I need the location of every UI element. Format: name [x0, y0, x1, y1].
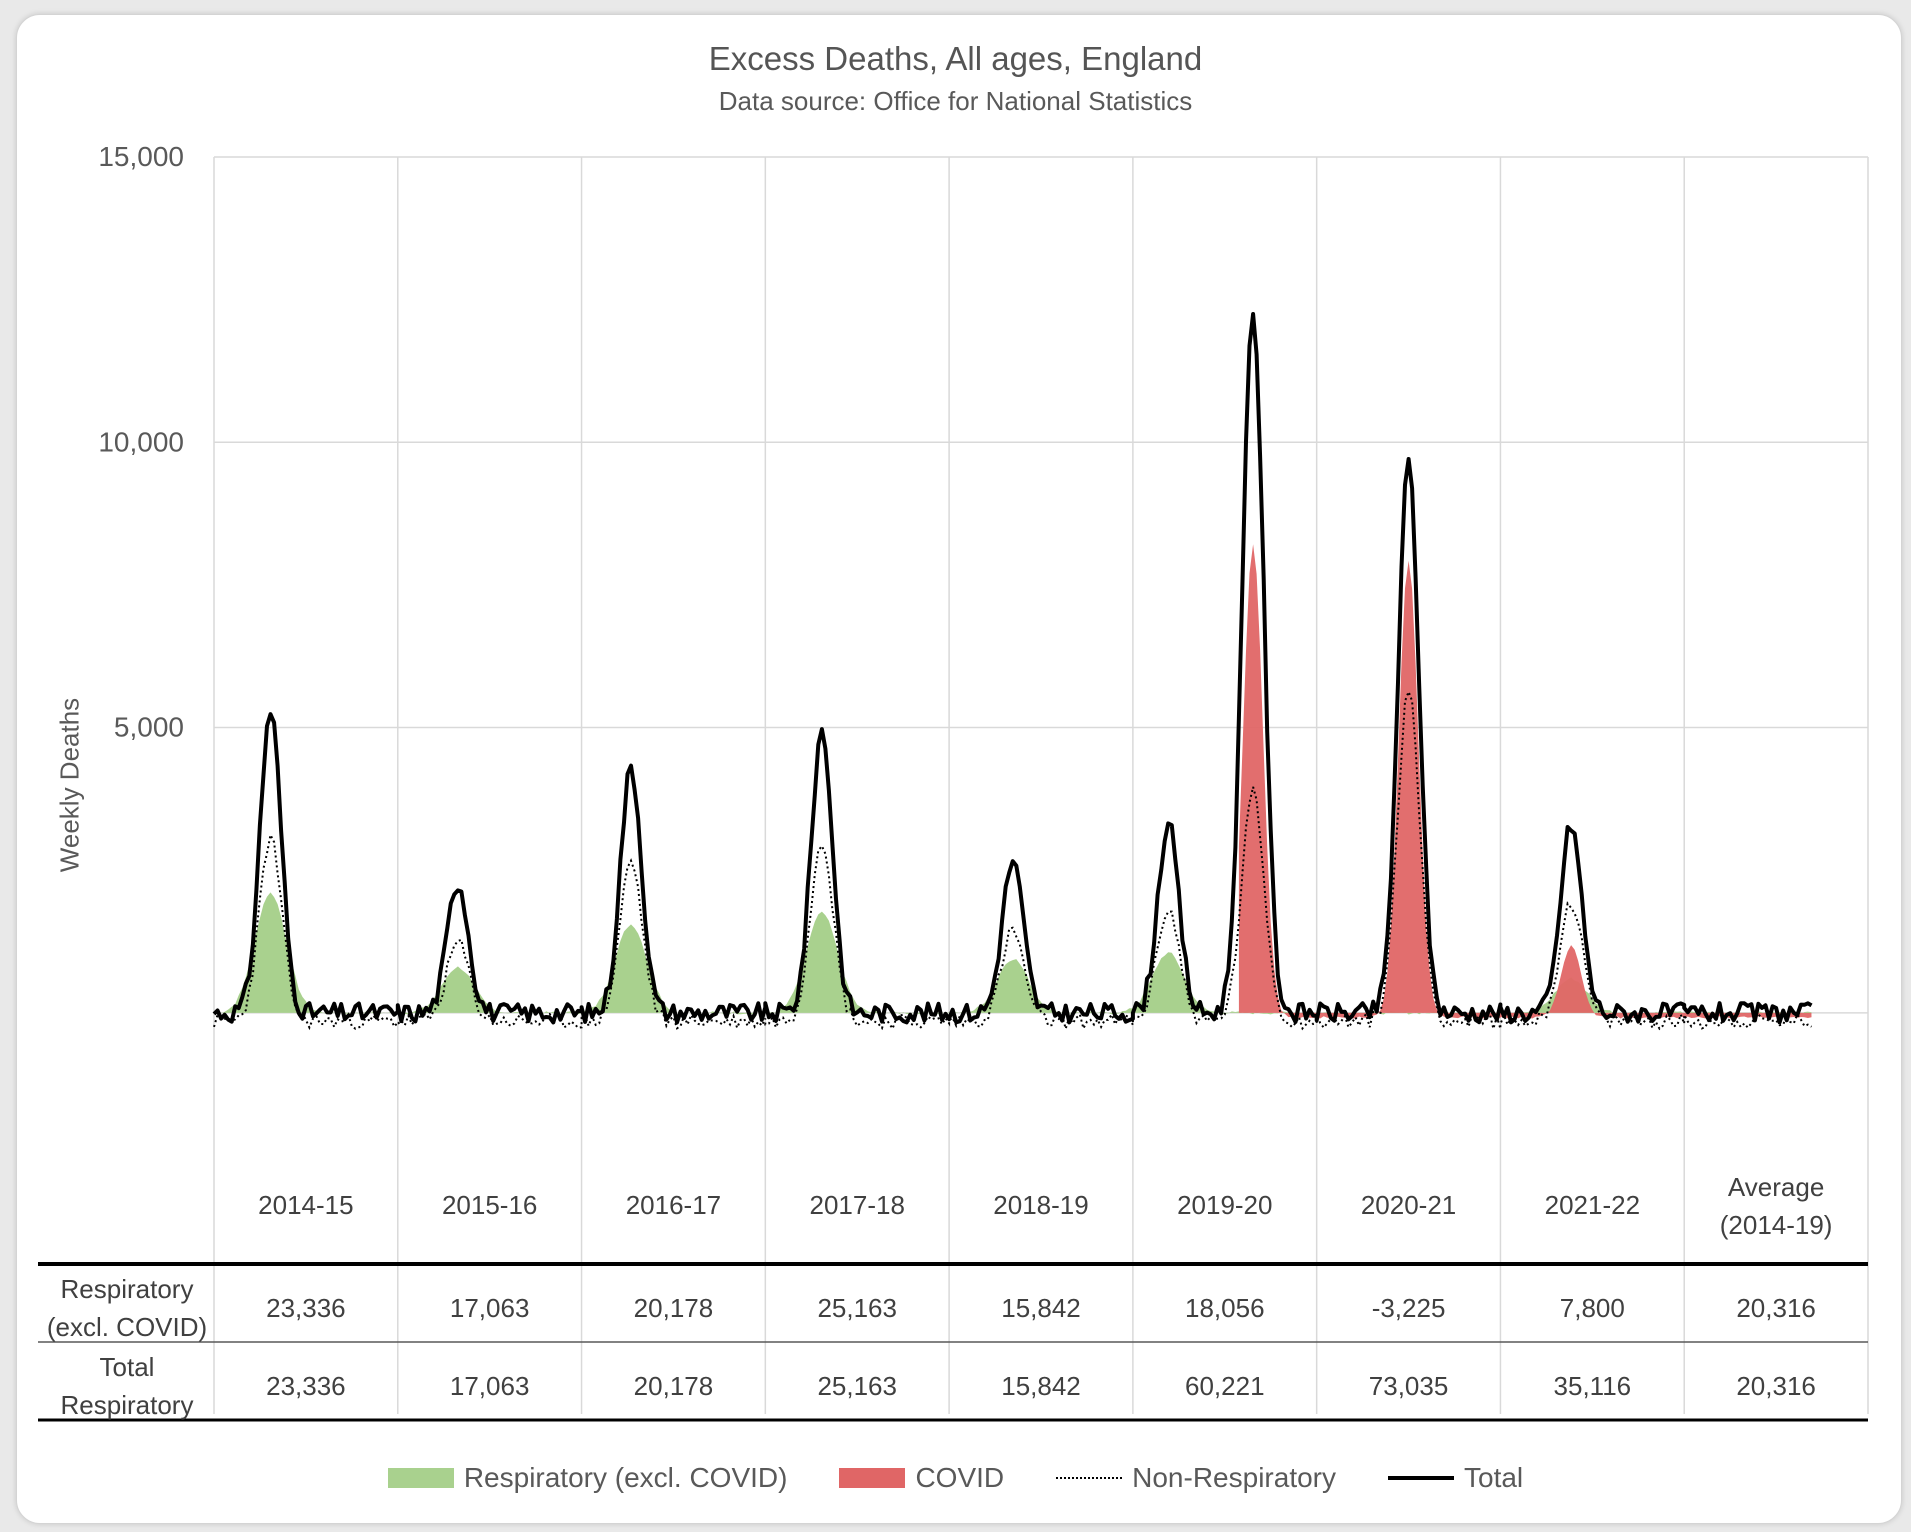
x-category-label-5: 2019-20: [1177, 1190, 1272, 1220]
legend-respiratory-swatch: [387, 1468, 454, 1488]
table-cell-1-7: 35,116: [1554, 1371, 1632, 1401]
legend-total: Total: [1388, 1462, 1523, 1494]
table-cell-1-3: 25,163: [817, 1371, 897, 1401]
table-cell-1-5: 60,221: [1185, 1371, 1265, 1401]
chart-legend: Respiratory (excl. COVID) COVID Non-Resp…: [0, 1462, 1911, 1494]
table-cell-0-4: 15,842: [1001, 1293, 1081, 1323]
series-non-respiratory-line: [213, 689, 1813, 1033]
series-covid-area: [1238, 544, 1812, 1019]
x-category-label-4: 2018-19: [993, 1190, 1088, 1220]
x-category-label-7: 2021-22: [1545, 1190, 1640, 1220]
legend-total-swatch: [1388, 1476, 1454, 1480]
table-cell-0-3: 25,163: [817, 1293, 897, 1323]
legend-non-respiratory-swatch: [1056, 1477, 1123, 1479]
table-cell-1-6: 73,035: [1369, 1371, 1449, 1401]
legend-covid: COVID: [839, 1462, 1004, 1494]
table-cell-1-1: 17,063: [450, 1371, 530, 1401]
legend-total-label: Total: [1464, 1462, 1524, 1493]
table-row-label-1-line1: Total: [100, 1352, 155, 1382]
chart-card: [16, 14, 1902, 1524]
x-category-label-average-line1: Average: [1728, 1172, 1824, 1202]
series-total-line: [212, 312, 1813, 1025]
x-category-label-0: 2014-15: [258, 1190, 353, 1220]
table-row-label-0-line1: Respiratory: [61, 1274, 194, 1304]
x-category-label-average-line2: (2014-19): [1720, 1210, 1833, 1240]
table-cell-0-2: 20,178: [634, 1293, 714, 1323]
table-cell-0-7: 7,800: [1560, 1293, 1625, 1323]
legend-covid-label: COVID: [915, 1462, 1005, 1493]
x-category-label-2: 2016-17: [626, 1190, 721, 1220]
chart-title: Excess Deaths, All ages, England: [708, 40, 1203, 77]
chart-subtitle: Data source: Office for National Statist…: [718, 86, 1193, 116]
table-cell-0-0: 23,336: [266, 1293, 346, 1323]
legend-non-respiratory-label: Non-Respiratory: [1132, 1462, 1336, 1493]
y-tick-label-2: 5,000: [114, 712, 184, 743]
y-tick-label-1: 10,000: [98, 426, 184, 457]
table-row-label-1-line2: Respiratory: [61, 1390, 194, 1420]
table-cell-0-8: 20,316: [1736, 1293, 1816, 1323]
x-category-label-1: 2015-16: [442, 1190, 537, 1220]
table-cell-0-5: 18,056: [1185, 1293, 1265, 1323]
table-row-label-0-line2: (excl. COVID): [47, 1312, 207, 1342]
legend-respiratory: Respiratory (excl. COVID): [387, 1462, 788, 1494]
table-cell-1-4: 15,842: [1001, 1371, 1081, 1401]
y-tick-label-0: 15,000: [98, 141, 184, 172]
series-respiratory-area: [214, 892, 1812, 1015]
legend-respiratory-label: Respiratory (excl. COVID): [463, 1462, 788, 1493]
table-cell-1-0: 23,336: [266, 1371, 346, 1401]
x-category-label-6: 2020-21: [1361, 1190, 1456, 1220]
table-cell-0-6: -3,225: [1372, 1293, 1446, 1323]
legend-non-respiratory: Non-Respiratory: [1056, 1462, 1336, 1494]
table-cell-0-1: 17,063: [450, 1293, 530, 1323]
table-cell-1-2: 20,178: [634, 1371, 714, 1401]
x-category-label-3: 2017-18: [810, 1190, 905, 1220]
legend-covid-swatch: [839, 1468, 906, 1488]
table-cell-1-8: 20,316: [1736, 1371, 1816, 1401]
